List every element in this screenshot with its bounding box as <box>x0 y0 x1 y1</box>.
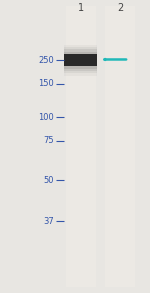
Text: 150: 150 <box>38 79 54 88</box>
Text: 37: 37 <box>43 217 54 226</box>
Bar <box>64 54 97 66</box>
Bar <box>64 49 97 71</box>
Bar <box>64 47 97 73</box>
Text: 1: 1 <box>78 3 84 13</box>
Bar <box>64 45 97 76</box>
Text: 50: 50 <box>44 176 54 185</box>
Text: 100: 100 <box>38 113 54 122</box>
Bar <box>66 6 96 287</box>
Text: 2: 2 <box>117 3 123 13</box>
Text: 250: 250 <box>38 56 54 64</box>
Bar <box>105 6 135 287</box>
Bar <box>64 52 97 69</box>
Text: 75: 75 <box>43 136 54 145</box>
